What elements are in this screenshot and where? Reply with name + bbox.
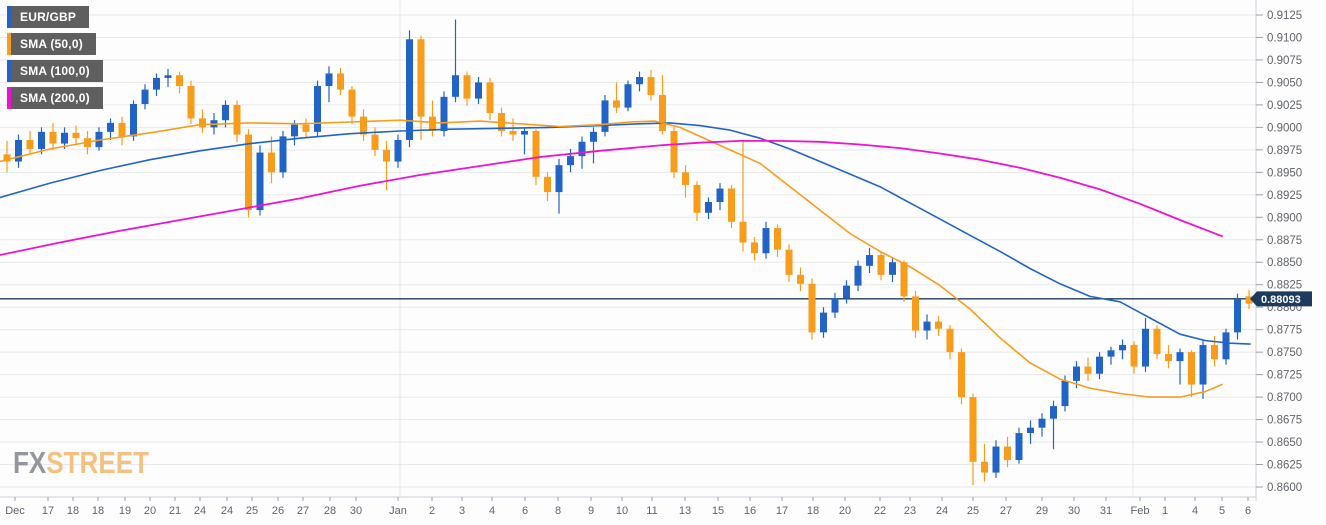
x-axis-tick-label: 24 — [221, 505, 233, 517]
x-axis-tick-label: 10 — [616, 505, 628, 517]
candles — [3, 19, 1253, 486]
y-axis-tick-label: 0.8600 — [1267, 482, 1302, 494]
x-axis-tick-label: 15 — [712, 505, 724, 517]
y-axis-labels: 0.9125 0.9100 0.9075 0.9050 0.9025 0.9000 0.89… — [1256, 10, 1302, 494]
x-axis-tick-label: 31 — [1100, 505, 1112, 517]
x-axis-tick-label: 6 — [522, 505, 528, 517]
x-axis-tick-label: 2 — [429, 505, 435, 517]
x-axis-tick-label: 25 — [246, 505, 258, 517]
x-axis-tick-label: 24 — [936, 505, 948, 517]
y-axis-tick-label: 0.8850 — [1267, 257, 1302, 269]
x-axis-tick-label: Dec — [5, 505, 25, 517]
x-axis-tick-label: 5 — [1219, 505, 1225, 517]
x-axis-tick-label: 29 — [1036, 505, 1048, 517]
fxstreet-watermark: FXSTREET — [13, 447, 149, 478]
y-axis-tick-label: 0.8900 — [1267, 212, 1302, 224]
legend-item-sma50[interactable]: SMA (50,0) — [7, 33, 96, 55]
x-axis-tick-label: 26 — [272, 505, 284, 517]
x-axis-tick-label: Jan — [389, 505, 407, 517]
y-axis-tick-label: 0.8650 — [1267, 437, 1302, 449]
x-axis-tick-label: 27 — [1000, 505, 1012, 517]
x-axis-tick-label: 28 — [324, 505, 336, 517]
x-axis-tick-label: 18 — [92, 505, 104, 517]
legend-item-eurgbp[interactable]: EUR/GBP — [7, 6, 90, 28]
x-axis-tick-label: 17 — [42, 505, 54, 517]
x-axis-tick-label: 24 — [194, 505, 206, 517]
y-axis-tick-label: 0.8750 — [1267, 347, 1302, 359]
y-axis-tick-label: 0.8675 — [1267, 415, 1302, 427]
y-axis-tick-label: 0.8825 — [1267, 280, 1302, 292]
y-axis-tick-label: 0.9000 — [1267, 122, 1302, 134]
x-axis-tick-label: Feb — [1131, 505, 1150, 517]
x-axis-tick-label: 30 — [350, 505, 362, 517]
x-axis-tick-label: 18 — [807, 505, 819, 517]
x-axis-tick-label: 30 — [1068, 505, 1080, 517]
price-badge-label: 0.88093 — [1261, 294, 1301, 306]
x-axis-labels: Dec 17 18 18 19 20 21 24 24 25 26 27 28 30 Jan 2 3 4 6 8 9 10… — [5, 497, 1251, 517]
y-axis-tick-label: 0.8875 — [1267, 235, 1302, 247]
x-axis-tick-label: 3 — [459, 505, 465, 517]
y-axis-tick-label: 0.8775 — [1267, 325, 1302, 337]
grid — [0, 0, 1257, 501]
watermark-street: STREET — [46, 445, 150, 480]
legend-item-label: EUR/GBP — [11, 6, 90, 28]
y-axis-tick-label: 0.9075 — [1267, 55, 1302, 67]
sma-line-sma1000 — [0, 122, 1251, 345]
y-axis-tick-label: 0.8625 — [1267, 460, 1302, 472]
sma-line-sma500 — [0, 119, 1223, 398]
indicator-legend: EUR/GBP SMA (50,0) SMA (100,0) SMA (200,… — [7, 6, 103, 109]
sma-line-sma2000 — [0, 139, 1223, 256]
y-axis-tick-label: 0.8725 — [1267, 370, 1302, 382]
x-axis-tick-label: 20 — [839, 505, 851, 517]
x-axis-tick-label: 21 — [169, 505, 181, 517]
y-axis-tick-label: 0.8975 — [1267, 145, 1302, 157]
x-axis-tick-label: 11 — [646, 505, 657, 517]
legend-color-swatch — [7, 33, 11, 55]
x-axis-tick-label: 1 — [1162, 505, 1168, 517]
y-axis-tick-label: 0.9125 — [1267, 10, 1302, 22]
x-axis-tick-label: 27 — [297, 505, 309, 517]
x-axis-tick-label: 19 — [119, 505, 131, 517]
y-axis-tick-label: 0.9050 — [1267, 77, 1302, 89]
y-axis-tick-label: 0.8950 — [1267, 167, 1302, 179]
legend-item-sma200[interactable]: SMA (200,0) — [7, 87, 103, 109]
x-axis-tick-label: 23 — [904, 505, 916, 517]
legend-color-swatch — [7, 87, 11, 109]
x-axis-tick-label: 17 — [776, 505, 788, 517]
x-axis-tick-label: 13 — [679, 505, 691, 517]
watermark-fx: FX — [13, 445, 47, 480]
x-axis-tick-label: 4 — [489, 505, 495, 517]
legend-item-label: SMA (50,0) — [11, 33, 96, 55]
legend-color-swatch — [7, 60, 11, 82]
x-axis-tick-label: 8 — [555, 505, 561, 517]
x-axis-tick-label: 16 — [744, 505, 756, 517]
x-axis-tick-label: 18 — [67, 505, 79, 517]
legend-item-label: SMA (100,0) — [11, 60, 103, 82]
x-axis-tick-label: 25 — [967, 505, 979, 517]
x-axis-tick-label: 22 — [874, 505, 886, 517]
y-axis-tick-label: 0.8925 — [1267, 190, 1302, 202]
x-axis-tick-label: 4 — [1192, 505, 1198, 517]
price-badge: 0.88093 — [1250, 291, 1312, 307]
x-axis-tick-label: 9 — [588, 505, 594, 517]
x-axis-tick-label: 20 — [144, 505, 156, 517]
y-axis-tick-label: 0.9100 — [1267, 32, 1302, 44]
y-axis-tick-label: 0.8700 — [1267, 392, 1302, 404]
legend-item-sma100[interactable]: SMA (100,0) — [7, 60, 103, 82]
legend-item-label: SMA (200,0) — [11, 87, 103, 109]
y-axis-tick-label: 0.9025 — [1267, 100, 1302, 112]
x-axis-tick-label: 6 — [1245, 505, 1251, 517]
legend-color-swatch — [7, 6, 11, 28]
